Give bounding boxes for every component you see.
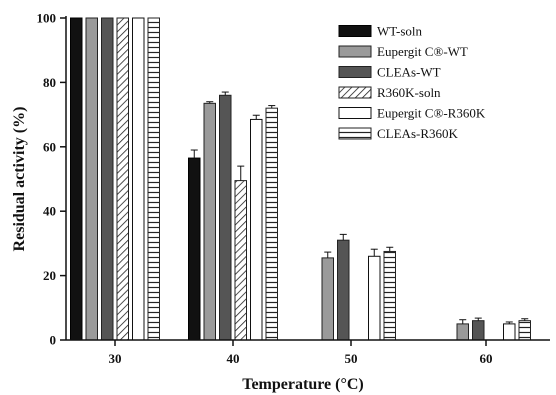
y-tick-label: 100 xyxy=(37,11,57,26)
legend-label-3: CLEAs-WT xyxy=(377,65,441,80)
legend-swatch-3 xyxy=(338,66,372,78)
legend-label-5: Eupergit C®-R360K xyxy=(377,106,486,121)
bar-6-30 xyxy=(147,17,160,341)
bar-4-30 xyxy=(116,17,129,341)
bar-6-40 xyxy=(265,107,278,341)
legend-swatch-6 xyxy=(338,127,372,140)
bar-5-60 xyxy=(503,323,516,341)
bar-4-40 xyxy=(234,180,247,341)
bar-2-60 xyxy=(456,323,469,341)
bar-3-40 xyxy=(219,94,232,341)
y-tick-label: 40 xyxy=(43,204,56,219)
bar-3-50 xyxy=(337,239,350,341)
bar-5-40 xyxy=(250,118,263,341)
legend-label-2: Eupergit C®-WT xyxy=(377,44,468,59)
bar-3-60 xyxy=(472,320,485,341)
bar-6-60 xyxy=(518,320,531,341)
legend-label-4: R360K-soln xyxy=(377,85,441,100)
y-tick-label: 60 xyxy=(43,139,56,154)
bar-6-50 xyxy=(383,250,396,341)
x-tick-label: 30 xyxy=(109,351,122,366)
bar-1-30 xyxy=(70,17,83,341)
x-tick-label: 40 xyxy=(227,351,240,366)
plot-area xyxy=(70,17,531,341)
y-axis-title: Residual activity (%) xyxy=(11,107,28,252)
bar-2-40 xyxy=(203,102,216,341)
y-tick-label: 0 xyxy=(50,333,57,348)
legend-label-1: WT-soln xyxy=(377,24,423,39)
bar-1-40 xyxy=(188,157,201,341)
x-axis-title: Temperature (°C) xyxy=(242,376,363,393)
x-tick-label: 60 xyxy=(480,351,493,366)
bar-5-30 xyxy=(132,17,145,341)
y-tick-label: 20 xyxy=(43,268,56,283)
legend-label-6: CLEAs-R360K xyxy=(377,126,459,141)
legend: WT-soln Eupergit C®-WT CLEAs-WT R360K-soln E… xyxy=(338,24,486,141)
x-tick-label: 50 xyxy=(345,351,358,366)
legend-swatch-5 xyxy=(338,107,372,119)
axes: 0 20 40 60 80 100 30 40 50 60 xyxy=(37,11,550,366)
bar-2-50 xyxy=(321,257,334,341)
legend-swatch-2 xyxy=(338,45,372,58)
legend-swatch-4 xyxy=(338,86,372,99)
bar-5-50 xyxy=(368,255,381,341)
bar-3-30 xyxy=(101,17,114,341)
bar-2-30 xyxy=(85,17,98,341)
legend-swatch-1 xyxy=(338,25,372,37)
y-tick-label: 80 xyxy=(43,75,56,90)
